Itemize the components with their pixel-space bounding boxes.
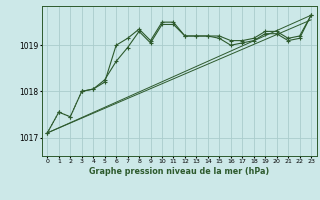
X-axis label: Graphe pression niveau de la mer (hPa): Graphe pression niveau de la mer (hPa) [89,167,269,176]
